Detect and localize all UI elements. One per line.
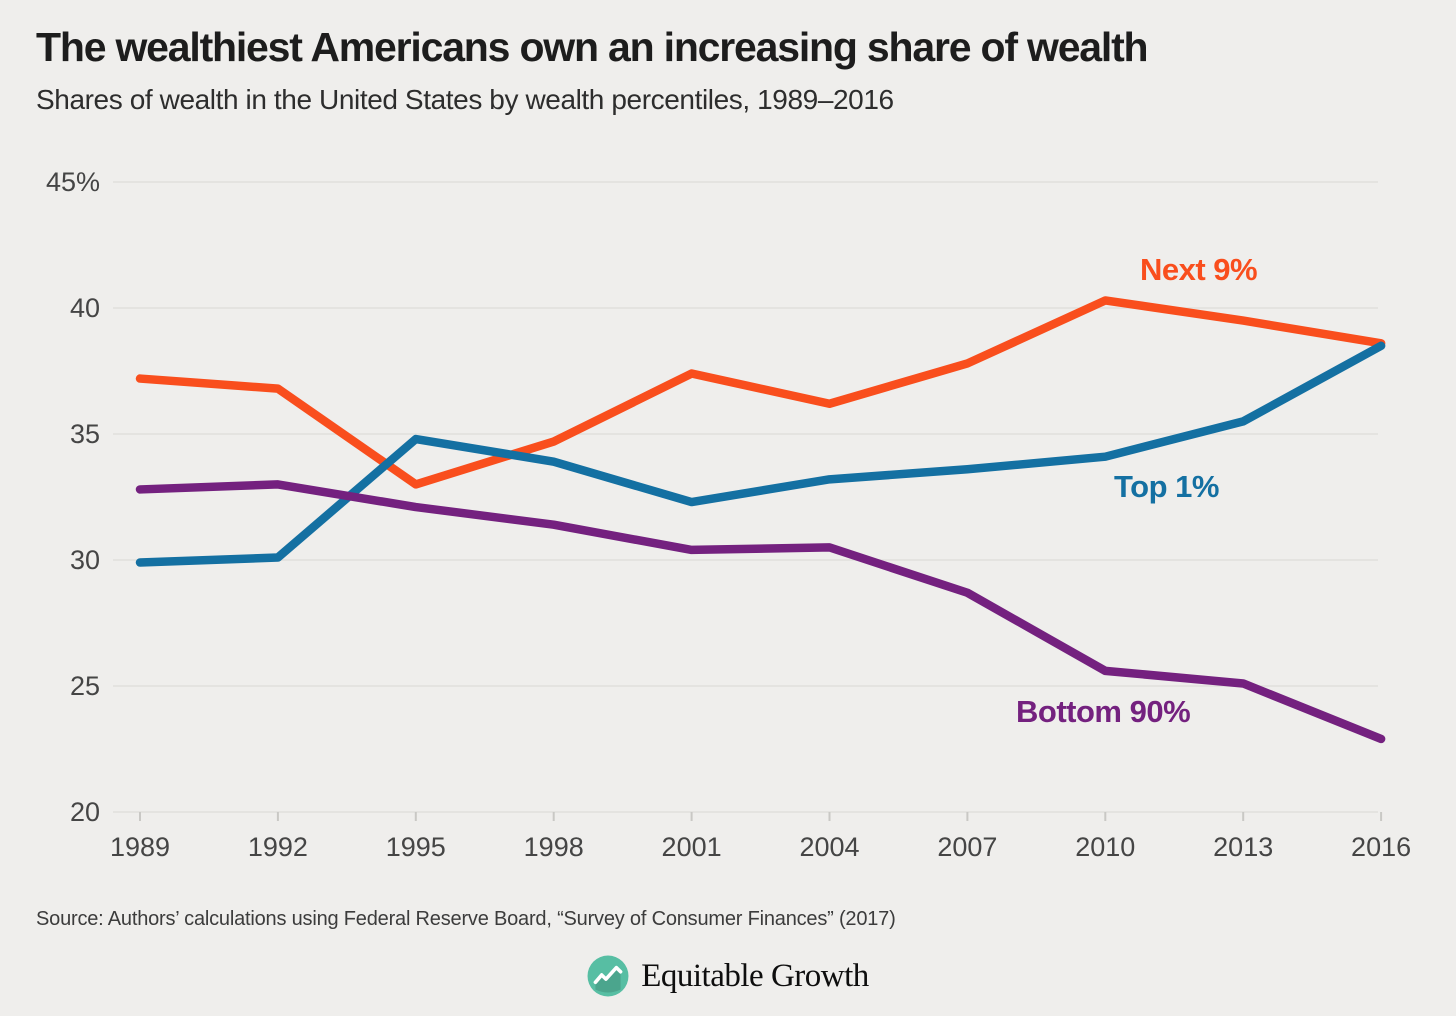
series-line-next-9- (135, 296, 1386, 489)
x-axis-tick-label: 1998 (524, 832, 584, 862)
y-axis-tick-label: 35 (70, 419, 100, 449)
series-label-top-1-percent: Top 1% (1114, 469, 1219, 504)
x-axis-tick-label: 2001 (662, 832, 722, 862)
x-axis-tick-label: 2016 (1351, 832, 1411, 862)
series-label-next-9-percent: Next 9% (1140, 252, 1258, 287)
equitable-growth-logo: Equitable Growth (0, 955, 1456, 997)
x-axis-tick-label: 2007 (937, 832, 997, 862)
y-axis-tick-label: 45% (46, 167, 100, 197)
logo-chart-circle-icon (587, 955, 629, 997)
series-line-top-1- (135, 341, 1386, 567)
y-axis-tick-label: 20 (70, 797, 100, 827)
chart-subtitle: Shares of wealth in the United States by… (36, 84, 894, 115)
series-line-bottom-90- (135, 480, 1386, 744)
x-axis-tick-label: 1992 (248, 832, 308, 862)
chart-title: The wealthiest Americans own an increasi… (36, 24, 1149, 70)
wealth-shares-line-chart: 45% 40 35 30 25 20 1989 1992 1995 1998 2001 2004 200… (46, 167, 1411, 862)
y-axis-tick-label: 30 (70, 545, 100, 575)
source-note: Source: Authors’ calculations using Fede… (36, 908, 896, 930)
x-axis-tick-label: 1989 (110, 832, 170, 862)
x-axis-tick-label: 2004 (799, 832, 859, 862)
logo-text: Equitable Growth (641, 957, 869, 994)
x-axis-tick-label: 1995 (386, 832, 446, 862)
series-label-bottom-90-percent: Bottom 90% (1016, 694, 1191, 729)
x-axis-tick-label: 2013 (1213, 832, 1273, 862)
y-axis-tick-label: 40 (70, 293, 100, 323)
x-axis-tick-label: 2010 (1075, 832, 1135, 862)
y-axis-tick-label: 25 (70, 671, 100, 701)
